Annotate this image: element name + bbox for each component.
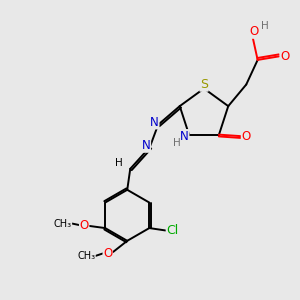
Text: O: O: [80, 219, 89, 232]
Text: Cl: Cl: [166, 224, 178, 237]
Text: N: N: [142, 139, 151, 152]
Text: H: H: [172, 138, 180, 148]
Text: O: O: [280, 50, 289, 63]
Text: N: N: [180, 130, 189, 142]
Text: H: H: [115, 158, 123, 168]
Text: O: O: [249, 25, 258, 38]
Text: H: H: [261, 21, 269, 31]
Text: N: N: [150, 116, 159, 129]
Text: CH₃: CH₃: [77, 251, 95, 261]
Text: O: O: [103, 247, 112, 260]
Text: CH₃: CH₃: [53, 219, 72, 229]
Text: S: S: [200, 78, 208, 91]
Text: O: O: [242, 130, 250, 142]
